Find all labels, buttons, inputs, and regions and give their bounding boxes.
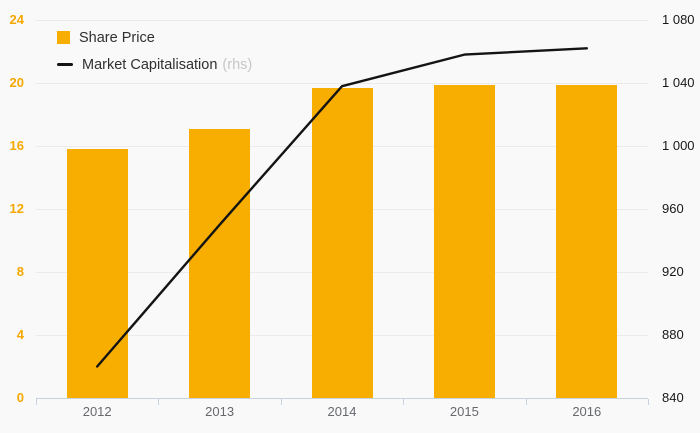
left-axis-tick-label: 4 — [16, 327, 24, 342]
legend: Share Price Market Capitalisation (rhs) — [57, 27, 252, 81]
right-axis-tick-label: 1 080 — [662, 12, 695, 27]
left-axis-tick-label: 24 — [9, 12, 24, 27]
gridline — [36, 82, 648, 84]
x-axis-tick — [36, 399, 37, 405]
x-axis-tick — [158, 399, 160, 405]
legend-item-share-price: Share Price — [57, 27, 252, 48]
x-axis-category-label: 2014 — [327, 404, 357, 419]
left-axis-tick-label: 0 — [16, 390, 24, 405]
x-axis-category-label: 2013 — [205, 404, 235, 419]
bar-swatch-icon — [57, 31, 70, 44]
right-axis-tick-label: 920 — [662, 264, 684, 279]
left-axis-tick-label: 12 — [9, 201, 24, 216]
legend-label-market-capitalisation: Market Capitalisation — [82, 56, 218, 73]
x-axis-tick — [403, 399, 405, 405]
left-axis-tick-label: 8 — [16, 264, 24, 279]
bar-2013 — [189, 128, 251, 398]
bar-2014 — [311, 87, 373, 398]
right-axis-tick-label: 880 — [662, 327, 684, 342]
x-axis-tick — [525, 399, 527, 405]
left-axis-tick-label: 20 — [9, 75, 24, 90]
legend-label-share-price: Share Price — [79, 29, 155, 46]
right-axis-tick-label: 960 — [662, 201, 684, 216]
x-axis-category-label: 2012 — [82, 404, 112, 419]
left-axis-tick-label: 16 — [9, 138, 24, 153]
x-axis-tick — [280, 399, 282, 405]
bar-2015 — [433, 84, 495, 398]
bar-2016 — [556, 84, 618, 398]
x-axis-category-label: 2015 — [449, 404, 479, 419]
bar-2012 — [66, 149, 128, 398]
x-axis-tick — [648, 399, 649, 405]
x-axis-category-label: 2016 — [572, 404, 602, 419]
right-axis-tick-label: 840 — [662, 390, 684, 405]
legend-item-market-capitalisation: Market Capitalisation (rhs) — [57, 54, 252, 75]
legend-note-rhs: (rhs) — [222, 56, 253, 73]
right-axis-tick-label: 1 000 — [662, 138, 695, 153]
x-axis-line — [36, 398, 648, 399]
right-axis-tick-label: 1 040 — [662, 75, 695, 90]
gridline — [36, 19, 648, 21]
line-swatch-icon — [57, 63, 73, 66]
